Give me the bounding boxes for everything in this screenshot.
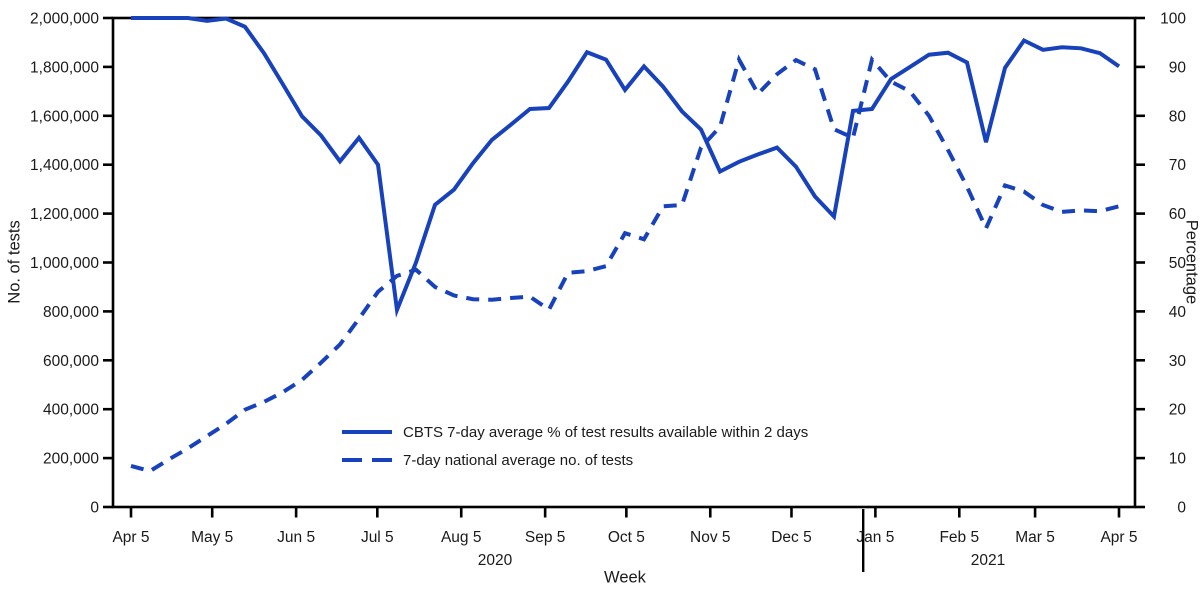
left-axis-tick-label: 800,000 — [43, 304, 99, 321]
x-axis-tick-label: Mar 5 — [1015, 529, 1055, 546]
left-axis-tick-label: 200,000 — [43, 451, 99, 468]
right-axis-tick-label: 40 — [1169, 304, 1187, 321]
right-axis-tick-label: 100 — [1160, 11, 1186, 28]
x-axis-title: Week — [604, 568, 646, 587]
left-axis-tick-label: 0 — [90, 500, 99, 517]
right-axis-tick-label: 90 — [1169, 59, 1187, 76]
x-axis-tick-label: Nov 5 — [690, 529, 731, 546]
left-axis-tick-label: 600,000 — [43, 353, 99, 370]
left-axis-tick-label: 1,800,000 — [30, 59, 99, 76]
left-axis-tick-label: 400,000 — [43, 402, 99, 419]
legend-item-percent: CBTS 7-day average % of test results ava… — [342, 421, 808, 443]
legend-item-tests: 7-day national average no. of tests — [342, 449, 808, 471]
legend-label-percent: CBTS 7-day average % of test results ava… — [403, 423, 809, 441]
right-axis-tick-label: 80 — [1169, 108, 1187, 125]
x-axis-tick-label: May 5 — [191, 529, 233, 546]
year-label-2020: 2020 — [477, 552, 513, 569]
legend-label-tests: 7-day national average no. of tests — [403, 451, 634, 469]
x-axis-tick-label: Oct 5 — [608, 529, 645, 546]
x-axis-tick-label: Sep 5 — [525, 529, 566, 546]
legend-solid-line-icon — [342, 430, 392, 434]
left-axis-tick-label: 1,600,000 — [30, 108, 99, 125]
right-axis-tick-label: 30 — [1169, 353, 1187, 370]
year-label-2021: 2021 — [970, 552, 1006, 569]
left-axis-title: No. of tests — [5, 220, 24, 304]
left-axis-tick-label: 1,000,000 — [30, 255, 99, 272]
right-axis-tick-label: 20 — [1169, 402, 1187, 419]
right-axis-tick-label: 0 — [1177, 500, 1186, 517]
right-axis-tick-label: 60 — [1169, 206, 1187, 223]
x-axis-tick-label: Dec 5 — [771, 529, 812, 546]
right-axis-tick-label: 10 — [1169, 451, 1187, 468]
x-axis-tick-label: Aug 5 — [441, 529, 482, 546]
x-axis-tick-label: Apr 5 — [1100, 529, 1137, 546]
legend-dashed-line-icon — [342, 458, 392, 462]
x-axis-tick-label: Apr 5 — [112, 529, 149, 546]
x-axis-tick-label: Jul 5 — [361, 529, 394, 546]
x-axis-tick-label: Feb 5 — [939, 529, 979, 546]
x-axis-tick-label: Jun 5 — [277, 529, 315, 546]
percent-available-line-series — [131, 16, 1121, 318]
right-axis-tick-label: 70 — [1169, 157, 1187, 174]
x-axis-tick-label: Jan 5 — [856, 529, 894, 546]
left-axis-tick-label: 2,000,000 — [30, 11, 99, 28]
left-axis-tick-label: 1,200,000 — [30, 206, 99, 223]
left-axis-tick-label: 1,400,000 — [30, 157, 99, 174]
legend: CBTS 7-day average % of test results ava… — [342, 421, 808, 471]
right-axis-title: Percentage — [1182, 219, 1200, 305]
right-axis-tick-label: 50 — [1169, 255, 1187, 272]
number-of-tests-line-series — [130, 54, 1120, 474]
